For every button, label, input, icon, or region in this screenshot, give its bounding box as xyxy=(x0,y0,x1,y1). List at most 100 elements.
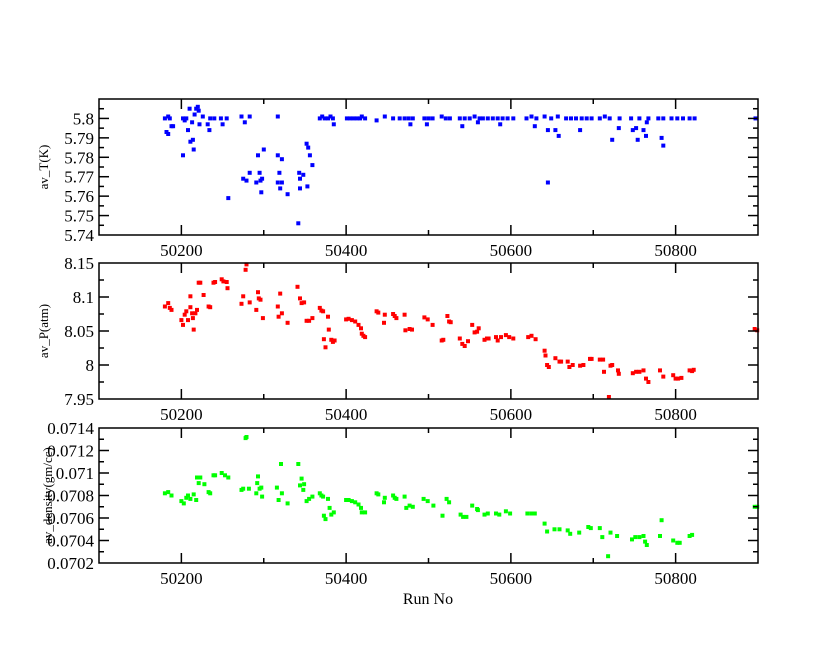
data-point xyxy=(677,540,682,545)
data-point xyxy=(218,116,223,121)
data-point xyxy=(586,525,591,529)
data-point xyxy=(285,192,290,197)
data-point xyxy=(349,318,354,323)
data-point xyxy=(589,116,594,121)
data-point xyxy=(671,538,676,543)
data-point xyxy=(579,116,584,121)
data-point xyxy=(191,147,196,152)
data-point xyxy=(323,345,328,350)
data-point xyxy=(542,114,547,119)
data-point xyxy=(641,534,646,538)
data-point xyxy=(553,128,558,133)
data-point xyxy=(326,496,330,501)
data-point xyxy=(326,314,330,319)
data-point xyxy=(458,512,463,517)
data-point xyxy=(278,186,283,191)
data-point xyxy=(457,336,462,341)
data-point xyxy=(382,320,386,325)
data-point xyxy=(259,485,264,490)
data-point xyxy=(635,137,640,142)
data-point xyxy=(306,145,311,150)
data-point xyxy=(472,330,477,335)
data-point xyxy=(565,359,570,364)
data-point xyxy=(188,294,193,299)
y-tick-label: 8.15 xyxy=(64,254,94,273)
x-tick-label: 50200 xyxy=(160,241,203,260)
data-point xyxy=(448,320,453,325)
data-point xyxy=(242,120,247,125)
y-tick-label: 0.0704 xyxy=(47,532,94,551)
data-point xyxy=(279,157,284,162)
data-point xyxy=(584,116,589,121)
data-point xyxy=(500,116,505,121)
data-point xyxy=(275,180,280,185)
data-point xyxy=(658,368,662,373)
data-point xyxy=(169,307,174,312)
data-point xyxy=(310,316,315,321)
data-point xyxy=(447,500,452,505)
y-tick-label: 0.0714 xyxy=(47,419,94,438)
data-point xyxy=(359,326,363,331)
data-point xyxy=(569,116,573,121)
data-point xyxy=(495,116,500,121)
data-point xyxy=(301,172,306,177)
data-point xyxy=(475,329,480,334)
data-point xyxy=(276,314,281,319)
data-point xyxy=(376,492,381,497)
data-point xyxy=(690,532,695,537)
data-point xyxy=(462,344,467,348)
data-point xyxy=(279,491,284,496)
data-point xyxy=(394,316,399,321)
data-point xyxy=(545,128,550,133)
data-point xyxy=(162,491,167,496)
data-point xyxy=(276,498,281,502)
data-point xyxy=(239,301,244,306)
data-point xyxy=(354,116,359,121)
x-tick-label: 50800 xyxy=(654,405,697,424)
data-point xyxy=(348,116,353,121)
data-point xyxy=(224,116,229,121)
data-point xyxy=(197,122,202,127)
data-point xyxy=(630,371,635,376)
data-point xyxy=(256,290,260,295)
data-point xyxy=(616,126,621,131)
data-point xyxy=(470,503,475,508)
data-point xyxy=(188,139,193,144)
data-point xyxy=(577,530,582,535)
data-point xyxy=(321,494,326,499)
data-point xyxy=(166,490,171,495)
data-point xyxy=(407,503,412,508)
data-point xyxy=(195,104,200,109)
data-point xyxy=(323,517,328,522)
data-point xyxy=(327,505,332,510)
data-point xyxy=(421,496,426,501)
data-point xyxy=(529,511,534,516)
data-point xyxy=(475,120,480,125)
data-point xyxy=(320,114,325,119)
data-point xyxy=(297,170,302,175)
data-point xyxy=(305,184,310,189)
data-point xyxy=(661,374,666,379)
data-point xyxy=(406,116,411,121)
data-point xyxy=(472,114,477,119)
data-point xyxy=(532,511,537,516)
data-point xyxy=(186,128,190,133)
data-point xyxy=(298,186,302,191)
data-point xyxy=(646,116,651,121)
data-point xyxy=(162,304,167,309)
data-point xyxy=(279,462,283,466)
data-point xyxy=(298,296,302,301)
data-point xyxy=(564,116,569,121)
data-point xyxy=(673,376,678,381)
data-point xyxy=(213,473,218,478)
data-point xyxy=(597,526,602,531)
x-tick-label: 50600 xyxy=(490,241,533,260)
data-point xyxy=(244,178,249,183)
data-point xyxy=(219,471,224,475)
data-point xyxy=(244,435,249,439)
data-point xyxy=(675,116,680,121)
data-point xyxy=(331,510,336,515)
data-point xyxy=(275,304,280,309)
data-point xyxy=(681,116,685,121)
data-point xyxy=(542,348,547,353)
